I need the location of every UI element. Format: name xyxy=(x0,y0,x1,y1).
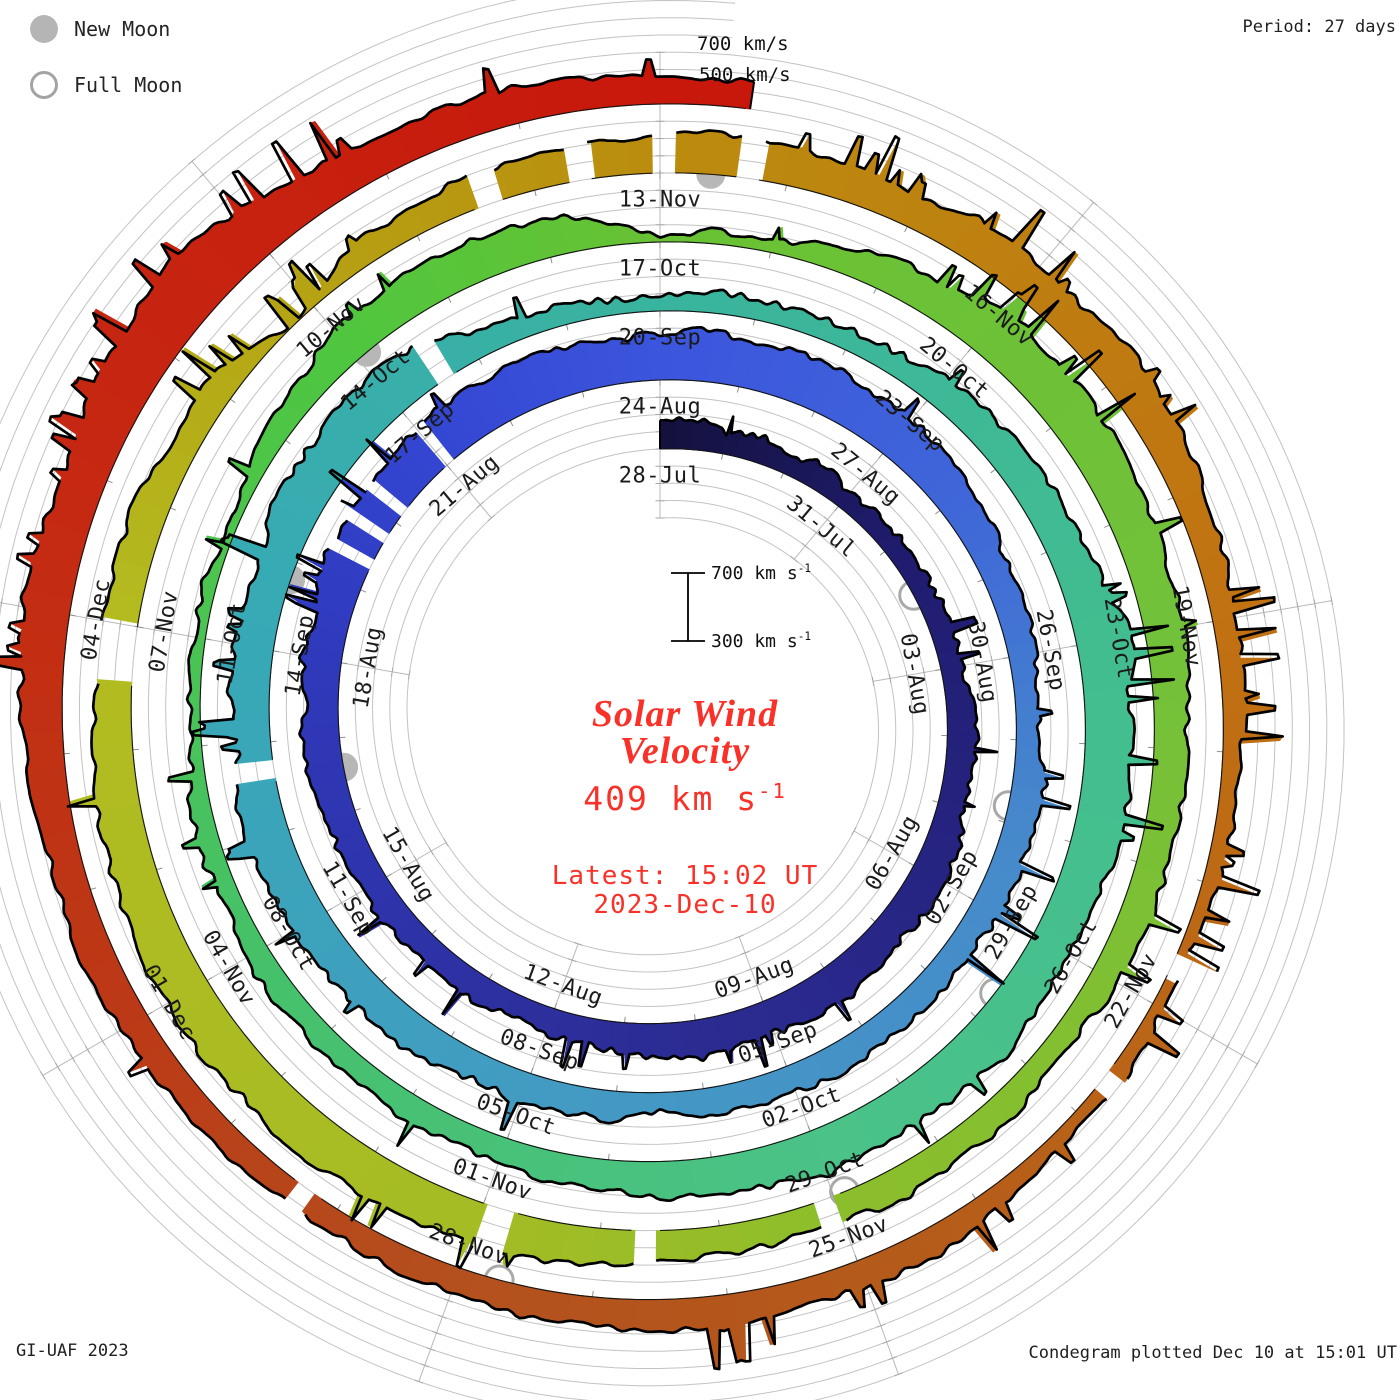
date-label: 18-Aug xyxy=(349,625,388,711)
scalebar-label-300: 300 km s-1 xyxy=(711,630,811,652)
scalebar-700-text: 700 km s xyxy=(711,563,798,584)
date-label: 07-Nov xyxy=(145,589,184,675)
credit-label: GI-UAF 2023 xyxy=(16,1341,129,1361)
chart-title-line2: Velocity xyxy=(619,730,751,772)
date-label: 24-Aug xyxy=(619,395,701,420)
current-velocity-text: 409 km s xyxy=(583,779,759,818)
date-label: 04-Dec xyxy=(77,577,116,663)
chart-title-line1: Solar Wind xyxy=(591,693,779,735)
scalebar-300-sup: -1 xyxy=(797,630,812,643)
velocity-fill xyxy=(0,59,1284,1370)
legend-new-moon: New Moon xyxy=(30,15,170,43)
spiral-baseline xyxy=(61,103,1224,1301)
date-label: 17-Oct xyxy=(619,257,701,282)
new-moon-icon xyxy=(30,15,58,43)
scalebar-700-sup: -1 xyxy=(797,562,812,575)
velocity-data-line xyxy=(0,58,1285,1371)
ring-scale-700: 700 km/s xyxy=(697,33,789,55)
velocity-scalebar xyxy=(671,572,705,642)
legend-new-moon-label: New Moon xyxy=(74,17,171,41)
legend-full-moon-label: Full Moon xyxy=(74,73,183,97)
legend-full-moon: Full Moon xyxy=(30,71,182,99)
latest-date-label: 2023-Dec-10 xyxy=(593,890,777,920)
full-moon-icon xyxy=(30,71,58,99)
latest-time-label: Latest: 15:02 UT xyxy=(551,861,819,891)
date-label: 28-Jul xyxy=(619,464,701,489)
series-end-edges xyxy=(659,81,756,449)
ring-scale-500: 500 km/s xyxy=(699,64,791,86)
date-label: 20-Sep xyxy=(619,326,701,351)
period-label: Period: 27 days xyxy=(1242,17,1396,37)
plotted-timestamp-label: Condegram plotted Dec 10 at 15:01 UT xyxy=(1028,1343,1397,1363)
chart-title: Solar Wind Velocity xyxy=(455,693,915,772)
date-label: 13-Nov xyxy=(619,188,701,213)
current-velocity-value: 409 km s-1 xyxy=(455,779,915,818)
current-velocity-sup: -1 xyxy=(758,779,787,803)
scalebar-label-700: 700 km s-1 xyxy=(711,562,811,584)
scalebar-300-text: 300 km s xyxy=(711,631,798,652)
